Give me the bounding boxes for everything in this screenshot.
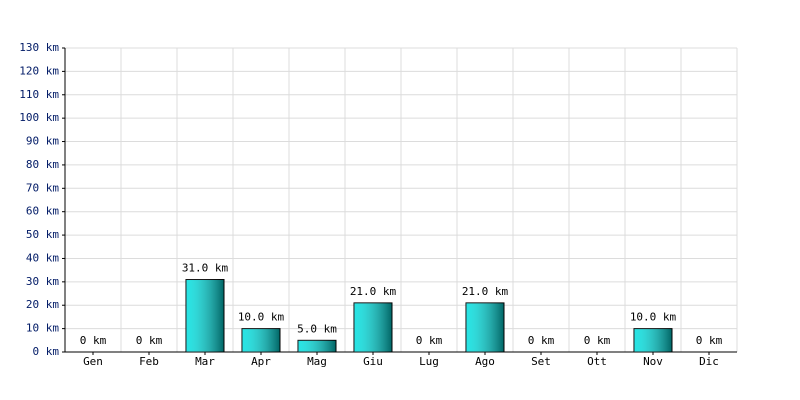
value-label: 0 km — [584, 334, 611, 347]
value-label: 0 km — [136, 334, 163, 347]
x-tick-label: Feb — [139, 355, 159, 368]
value-label: 31.0 km — [182, 262, 229, 275]
bar-shade — [466, 302, 504, 352]
value-label: 21.0 km — [462, 285, 509, 298]
value-label: 10.0 km — [238, 311, 285, 324]
bar-shade — [242, 328, 280, 352]
y-tick-label: 50 km — [26, 228, 59, 241]
x-tick-label: Ott — [587, 355, 607, 368]
x-tick-label: Gen — [83, 355, 103, 368]
y-tick-label: 40 km — [26, 251, 59, 264]
bar-shade — [634, 328, 672, 352]
y-tick-label: 60 km — [26, 205, 59, 218]
bar-shade — [186, 279, 224, 352]
y-tick-label: 70 km — [26, 181, 59, 194]
y-tick-label: 100 km — [19, 111, 59, 124]
y-tick-label: 110 km — [19, 88, 59, 101]
x-tick-label: Dic — [699, 355, 719, 368]
value-label: 0 km — [528, 334, 555, 347]
value-label: 0 km — [80, 334, 107, 347]
x-tick-label: Lug — [419, 355, 439, 368]
x-tick-label: Nov — [643, 355, 663, 368]
y-tick-label: 90 km — [26, 135, 59, 148]
x-tick-label: Giu — [363, 355, 383, 368]
x-tick-label: Ago — [475, 355, 495, 368]
value-label: 0 km — [416, 334, 443, 347]
y-tick-label: 80 km — [26, 158, 59, 171]
bar-shade — [298, 340, 336, 352]
x-tick-label: Mag — [307, 355, 327, 368]
y-tick-label: 30 km — [26, 275, 59, 288]
bar-shade — [354, 302, 392, 352]
value-label: 10.0 km — [630, 311, 677, 324]
value-label: 21.0 km — [350, 285, 397, 298]
y-tick-label: 20 km — [26, 298, 59, 311]
x-tick-label: Set — [531, 355, 551, 368]
y-tick-label: 130 km — [19, 41, 59, 54]
y-tick-label: 10 km — [26, 322, 59, 335]
value-label: 5.0 km — [297, 322, 337, 335]
y-tick-label: 0 km — [33, 345, 60, 358]
x-tick-label: Apr — [251, 355, 271, 368]
x-tick-label: Mar — [195, 355, 215, 368]
value-label: 0 km — [696, 334, 723, 347]
y-tick-label: 120 km — [19, 64, 59, 77]
